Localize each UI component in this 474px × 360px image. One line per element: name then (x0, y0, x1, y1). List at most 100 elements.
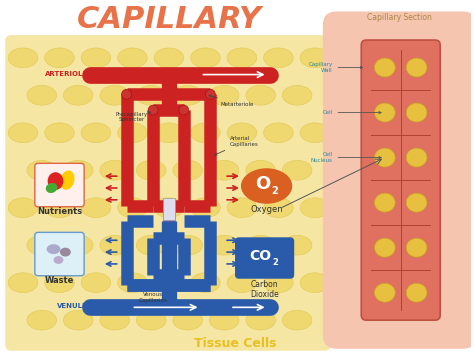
FancyBboxPatch shape (235, 237, 294, 279)
Ellipse shape (173, 235, 202, 255)
Ellipse shape (154, 123, 184, 143)
Ellipse shape (154, 273, 184, 293)
Ellipse shape (137, 160, 166, 180)
Ellipse shape (45, 48, 74, 68)
Ellipse shape (374, 58, 395, 77)
Ellipse shape (100, 235, 129, 255)
Text: Capillary Section: Capillary Section (367, 13, 432, 22)
Ellipse shape (406, 238, 427, 257)
Ellipse shape (264, 123, 293, 143)
Ellipse shape (46, 244, 61, 254)
FancyBboxPatch shape (35, 163, 84, 207)
Ellipse shape (374, 103, 395, 122)
Text: Waste: Waste (45, 276, 74, 285)
Text: Precapillary
Sphincter: Precapillary Sphincter (115, 112, 151, 122)
Ellipse shape (300, 48, 330, 68)
Ellipse shape (406, 283, 427, 302)
Ellipse shape (64, 85, 93, 105)
Text: O: O (255, 175, 270, 193)
Ellipse shape (46, 183, 57, 193)
Ellipse shape (406, 148, 427, 167)
Ellipse shape (137, 85, 166, 105)
Text: Oxygen: Oxygen (250, 205, 283, 214)
Ellipse shape (137, 310, 166, 330)
Ellipse shape (54, 256, 64, 264)
Ellipse shape (264, 48, 293, 68)
Ellipse shape (118, 123, 147, 143)
Ellipse shape (173, 85, 202, 105)
Ellipse shape (406, 103, 427, 122)
Ellipse shape (60, 170, 74, 190)
Ellipse shape (246, 235, 275, 255)
Ellipse shape (8, 123, 38, 143)
Ellipse shape (241, 168, 292, 204)
Ellipse shape (27, 235, 56, 255)
Ellipse shape (210, 235, 239, 255)
Ellipse shape (64, 310, 93, 330)
Ellipse shape (227, 198, 257, 217)
Ellipse shape (191, 48, 220, 68)
Ellipse shape (81, 48, 111, 68)
Text: Capillary
Wall: Capillary Wall (309, 62, 363, 73)
Ellipse shape (191, 198, 220, 217)
Ellipse shape (264, 273, 293, 293)
Bar (163, 198, 175, 220)
Text: CAPILLARY: CAPILLARY (76, 5, 262, 34)
Ellipse shape (27, 160, 56, 180)
Ellipse shape (246, 160, 275, 180)
Text: Venous
Capillaries: Venous Capillaries (139, 292, 167, 303)
Ellipse shape (60, 248, 71, 257)
Ellipse shape (8, 273, 38, 293)
Text: Cell
Nucleus: Cell Nucleus (311, 152, 381, 163)
Text: Metarteriole: Metarteriole (209, 95, 254, 107)
Text: CO: CO (250, 249, 272, 263)
Ellipse shape (8, 198, 38, 217)
Ellipse shape (406, 193, 427, 212)
Ellipse shape (154, 198, 184, 217)
Ellipse shape (173, 160, 202, 180)
Ellipse shape (191, 123, 220, 143)
Ellipse shape (300, 273, 330, 293)
Ellipse shape (173, 310, 202, 330)
Ellipse shape (227, 123, 257, 143)
Ellipse shape (122, 89, 131, 99)
Ellipse shape (246, 85, 275, 105)
Ellipse shape (100, 160, 129, 180)
Text: Carbon
Dioxide: Carbon Dioxide (250, 280, 279, 299)
Ellipse shape (406, 58, 427, 77)
Ellipse shape (64, 160, 93, 180)
Ellipse shape (81, 273, 111, 293)
Text: ARTERIOLE: ARTERIOLE (45, 71, 88, 77)
Ellipse shape (210, 310, 239, 330)
Text: Cell: Cell (322, 110, 381, 115)
Ellipse shape (374, 193, 395, 212)
Ellipse shape (191, 273, 220, 293)
Ellipse shape (300, 123, 330, 143)
Text: Nutrients: Nutrients (37, 207, 82, 216)
Text: 2: 2 (273, 258, 278, 267)
Ellipse shape (100, 85, 129, 105)
Ellipse shape (27, 310, 56, 330)
Ellipse shape (283, 235, 312, 255)
Ellipse shape (283, 310, 312, 330)
Ellipse shape (264, 198, 293, 217)
Ellipse shape (227, 48, 257, 68)
FancyBboxPatch shape (323, 12, 474, 349)
Ellipse shape (118, 198, 147, 217)
Ellipse shape (179, 105, 189, 115)
Ellipse shape (374, 148, 395, 167)
FancyBboxPatch shape (35, 232, 84, 276)
Ellipse shape (154, 48, 184, 68)
Ellipse shape (48, 172, 64, 190)
Ellipse shape (148, 105, 158, 115)
Ellipse shape (137, 235, 166, 255)
Ellipse shape (246, 310, 275, 330)
Text: Tissue Cells: Tissue Cells (194, 337, 276, 350)
Ellipse shape (27, 85, 56, 105)
Text: VENULE: VENULE (57, 303, 88, 309)
Ellipse shape (210, 160, 239, 180)
Ellipse shape (205, 89, 215, 99)
Ellipse shape (118, 273, 147, 293)
Ellipse shape (8, 48, 38, 68)
Ellipse shape (81, 123, 111, 143)
